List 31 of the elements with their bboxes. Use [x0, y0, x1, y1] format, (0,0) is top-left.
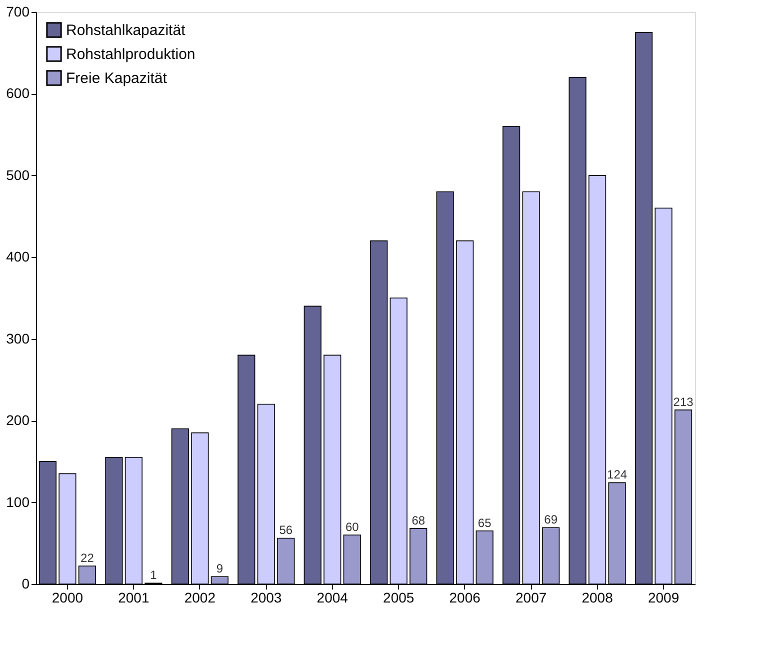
- x-tick-label: 2005: [383, 590, 414, 606]
- data-label: 68: [412, 513, 426, 528]
- legend-label: Freie Kapazität: [66, 70, 168, 87]
- data-label: 60: [345, 520, 360, 534]
- data-label: 69: [544, 512, 558, 527]
- data-label: 1: [150, 568, 158, 582]
- x-tick-label: 2006: [449, 590, 481, 606]
- x-tick-label: 2004: [316, 590, 348, 606]
- data-label: 124: [607, 468, 628, 482]
- data-label: 56: [279, 523, 293, 538]
- y-tick-label: 600: [6, 85, 30, 102]
- y-tick-label: 200: [6, 412, 30, 428]
- y-tick-label: 300: [6, 330, 30, 346]
- x-tick-label: 2001: [118, 590, 150, 606]
- legend-label: Rohstahlkapazität: [66, 22, 186, 39]
- y-tick-label: 500: [6, 166, 30, 183]
- y-tick-label: 400: [6, 248, 30, 265]
- y-tick-label: 0: [22, 576, 30, 592]
- data-label: 65: [478, 516, 492, 530]
- x-tick-label: 2003: [250, 590, 282, 606]
- data-label: 213: [673, 394, 694, 409]
- y-tick-label: 100: [6, 494, 30, 510]
- data-label: 22: [80, 551, 94, 566]
- data-label: 9: [216, 562, 224, 576]
- x-tick-label: 2008: [582, 590, 614, 606]
- x-tick-label: 2007: [516, 590, 547, 606]
- legend-label: Rohstahlproduktion: [66, 46, 196, 63]
- y-tick-label: 700: [6, 4, 30, 20]
- x-tick-label: 2002: [184, 590, 216, 606]
- x-tick-label: 2000: [52, 590, 84, 606]
- x-tick-label: 2009: [648, 590, 680, 606]
